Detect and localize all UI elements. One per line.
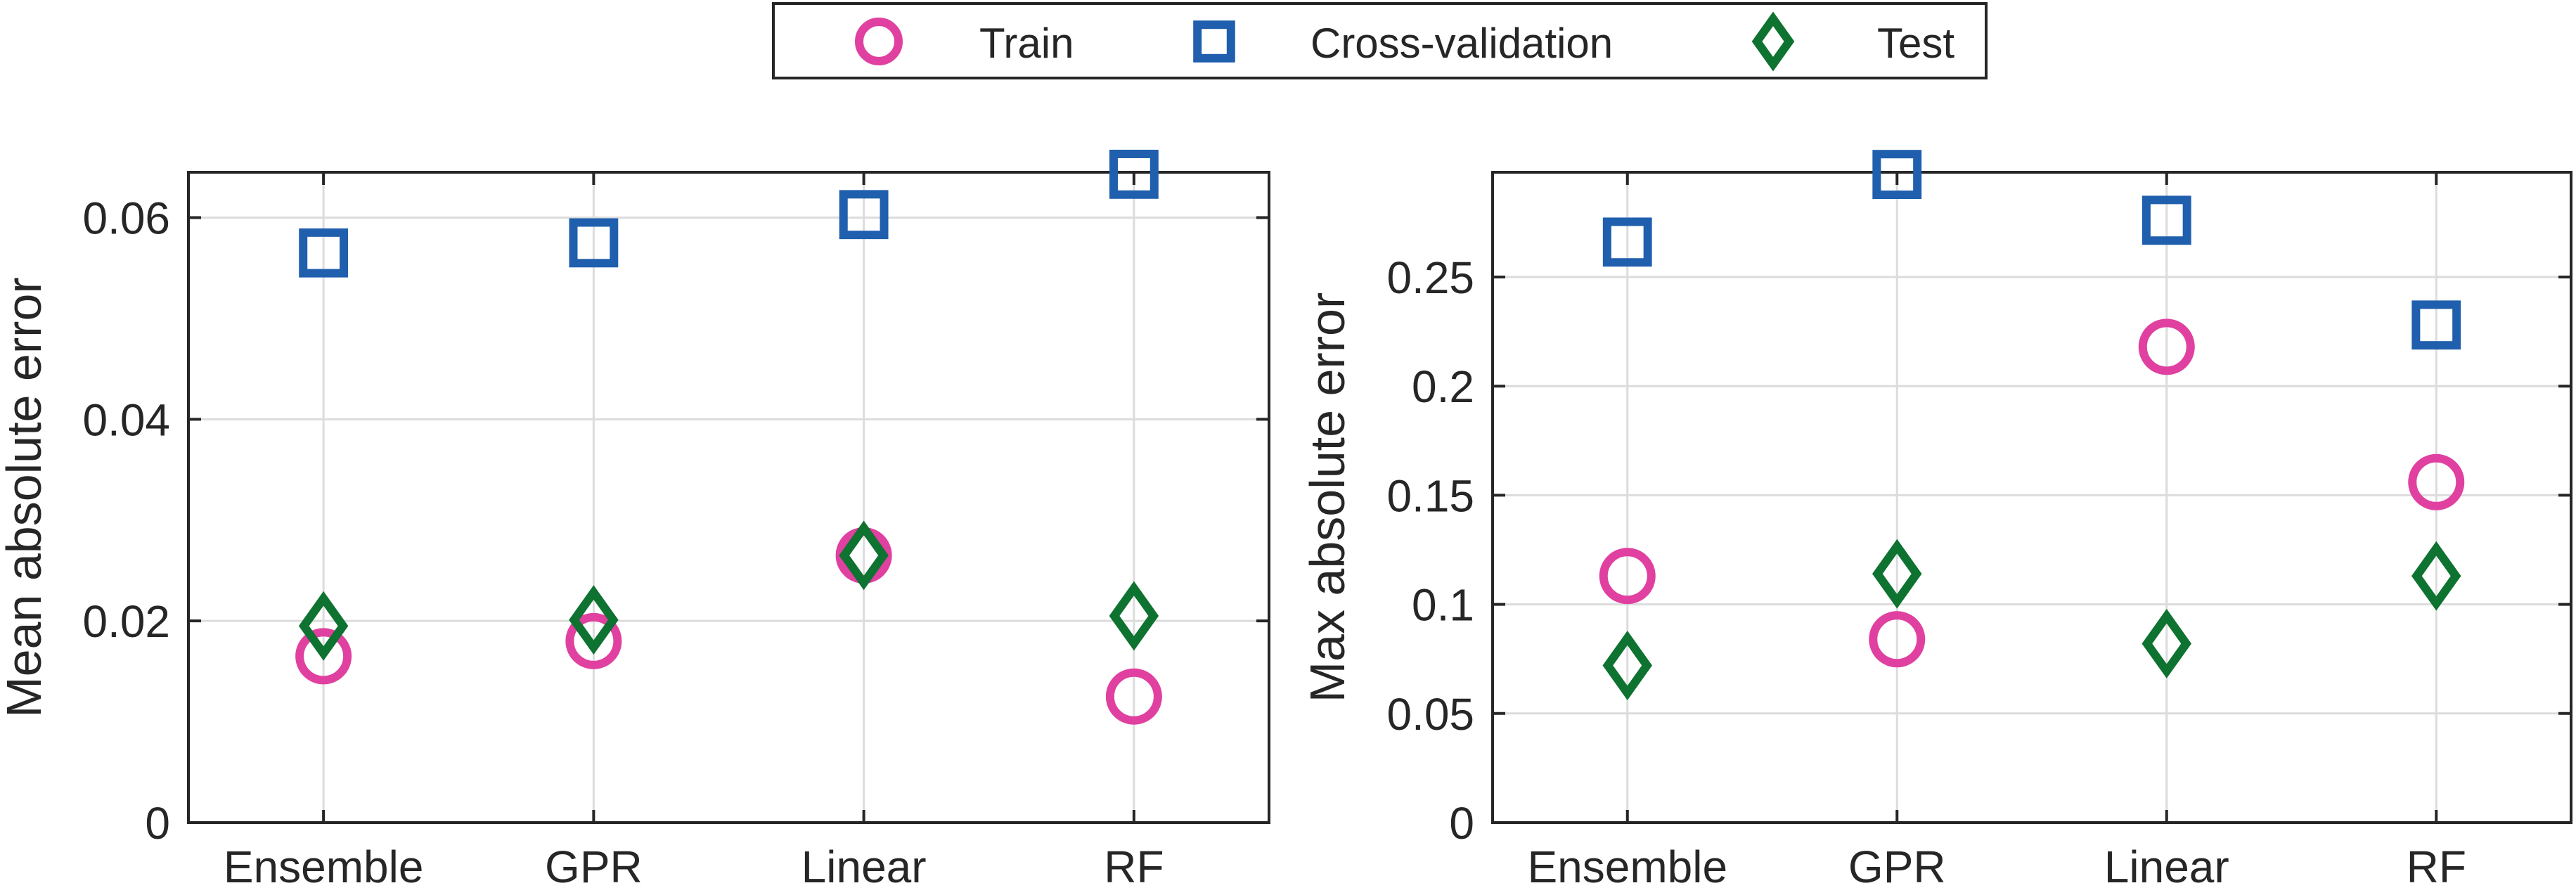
data-point-square-ensemble [299, 228, 349, 278]
x-tick-label: GPR [1848, 842, 1946, 892]
data-point-square-ensemble [1602, 217, 1652, 267]
data-point-square-rf [1109, 149, 1159, 199]
data-point-diamond-ensemble [298, 591, 349, 661]
legend-marker-circle [855, 18, 903, 65]
axes-frame [1491, 171, 2572, 824]
data-point-square-rf [2411, 300, 2461, 350]
legend-label-train: Train [979, 20, 1074, 67]
data-point-square-linear [839, 190, 889, 240]
legend-marker-diamond [1751, 11, 1795, 72]
y-tick-label: 0.05 [1386, 689, 1474, 740]
data-point-circle-linear [2138, 318, 2195, 375]
data-point-diamond-linear [2142, 609, 2191, 678]
plot-mean-absolute-error: Ensemble GPR Linear RF 0 0.02 0.04 0.06 Mean abs… [0, 149, 1270, 892]
legend-diamond-marker [1751, 11, 1795, 72]
x-tick-label: Ensemble [224, 842, 424, 892]
y-tick-label: 0.06 [82, 193, 170, 244]
legend-square-marker [1193, 20, 1235, 63]
legend: Train Cross-validation Test [772, 2, 1988, 79]
plot-area [1493, 172, 2571, 823]
x-tick-label: RF [2407, 842, 2466, 892]
legend-item-cross-validation: Cross-validation [1193, 20, 1613, 67]
legend-item-train: Train [855, 18, 1074, 67]
data-point-circle-gpr [1869, 611, 1926, 668]
data-point-diamond-rf [2411, 541, 2461, 611]
data-point-diamond-rf [1109, 581, 1159, 651]
x-tick-label: Linear [2104, 842, 2229, 892]
y-tick-label: 0.2 [1412, 361, 1474, 412]
y-tick-label: 0.1 [1412, 580, 1474, 631]
legend-label-test: Test [1877, 20, 1954, 67]
x-tick-label: Linear [801, 842, 927, 892]
data-point-diamond-gpr [569, 585, 619, 655]
y-axis-label: Max absolute error [1300, 292, 1355, 703]
plot-area [188, 172, 1269, 823]
y-tick-label: 0.15 [1386, 470, 1474, 521]
data-point-circle-rf [2408, 453, 2465, 510]
y-tick-label: 0.25 [1386, 252, 1474, 303]
x-tick-label: GPR [545, 842, 643, 892]
y-tick-label: 0.04 [82, 394, 170, 445]
data-point-square-gpr [1872, 150, 1922, 200]
x-tick-label: RF [1104, 842, 1164, 892]
y-tick-label: 0 [145, 798, 170, 849]
legend-label-cross-validation: Cross-validation [1310, 20, 1613, 67]
data-point-square-gpr [569, 218, 619, 268]
data-point-circle-rf [1105, 668, 1162, 725]
data-point-circle-gpr [565, 612, 622, 669]
data-point-diamond-linear [839, 520, 889, 591]
legend-marker-square [1193, 20, 1235, 63]
y-tick-label: 0.02 [82, 596, 170, 647]
data-point-circle-ensemble [1599, 548, 1656, 605]
data-point-circle-ensemble [295, 628, 352, 685]
y-tick-label: 0 [1449, 798, 1474, 849]
axes-frame [187, 171, 1270, 824]
x-tick-label: Ensemble [1527, 842, 1727, 892]
y-axis-label: Mean absolute error [0, 277, 51, 717]
legend-item-test: Test [1751, 11, 1954, 72]
plot-max-absolute-error: Ensemble GPR Linear RF 0 0.05 0.1 0.15 0.2 0.25 Ma… [1300, 150, 2572, 892]
data-point-square-linear [2142, 195, 2191, 245]
data-point-diamond-ensemble [1602, 631, 1652, 700]
data-point-diamond-gpr [1872, 539, 1922, 609]
legend-circle-marker [855, 18, 903, 65]
